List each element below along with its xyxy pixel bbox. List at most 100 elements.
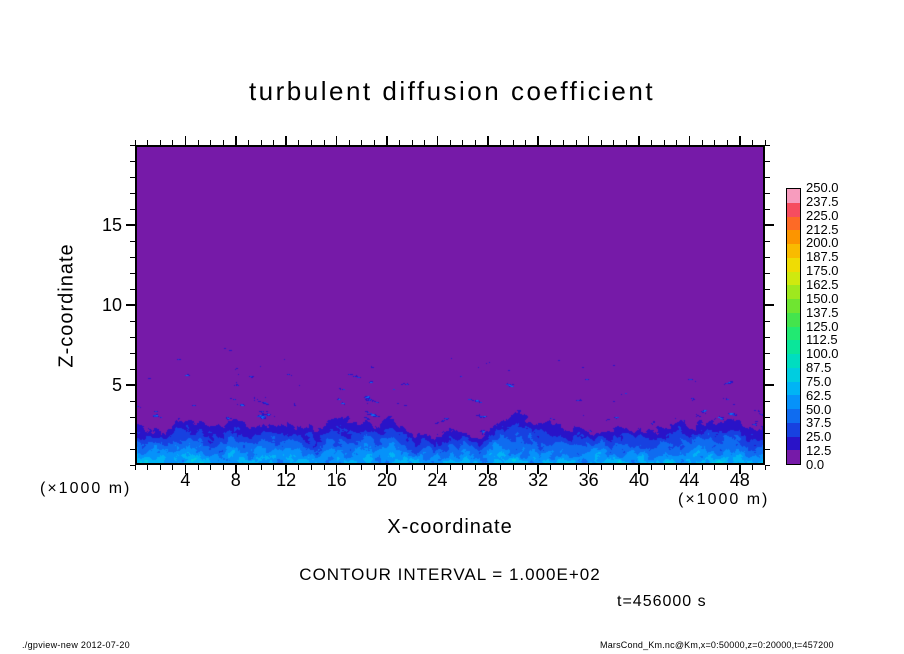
colorbar-cell xyxy=(787,189,800,203)
plot-area xyxy=(135,145,765,465)
heatmap-canvas xyxy=(137,147,763,463)
colorbar-level-label: 150.0 xyxy=(806,290,839,306)
x-axis-unit-right: (×1000 m) xyxy=(678,491,770,508)
contour-interval-note: CONTOUR INTERVAL = 1.000E+02 xyxy=(299,565,601,584)
axis-tick xyxy=(765,272,770,274)
axis-tick xyxy=(273,465,275,470)
footer-dataset: MarsCond_Km.nc@Km,x=0:50000,z=0:20000,t=… xyxy=(600,640,834,650)
x-tick-label: 40 xyxy=(628,470,650,490)
axis-tick xyxy=(512,465,514,470)
colorbar-level-label: 100.0 xyxy=(806,346,839,362)
axis-tick xyxy=(348,465,350,470)
axis-tick xyxy=(361,465,363,470)
x-tick-label: 28 xyxy=(477,470,498,490)
colorbar-cell xyxy=(787,299,800,313)
colorbar-cell xyxy=(787,340,800,354)
colorbar-level-label: 250.0 xyxy=(806,180,839,195)
axis-tick xyxy=(726,465,728,470)
y-axis-label-wrap: Z-coordinate xyxy=(46,145,88,465)
axis-tick xyxy=(765,304,774,306)
axis-tick xyxy=(765,144,770,146)
colorbar-level-label: 75.0 xyxy=(806,373,832,389)
axis-tick xyxy=(765,176,770,178)
axis-tick xyxy=(436,465,439,474)
axis-tick xyxy=(462,465,464,470)
axis-tick xyxy=(247,465,249,470)
axis-tick xyxy=(751,465,753,470)
colorbar-cell xyxy=(787,422,800,437)
colorbar-level-label: 50.0 xyxy=(806,401,832,417)
axis-tick xyxy=(172,465,174,470)
axis-tick xyxy=(765,416,770,418)
colorbar-cell xyxy=(787,216,800,231)
colorbar-level-label: 175.0 xyxy=(806,263,839,279)
colorbar-level-label: 162.5 xyxy=(806,276,839,292)
colorbar-level-label: 87.5 xyxy=(806,360,832,376)
axis-tick xyxy=(184,136,187,145)
colorbar-level-label: 200.0 xyxy=(806,235,839,251)
colorbar-cells xyxy=(787,189,800,464)
colorbar-cell xyxy=(787,367,800,382)
axis-tick xyxy=(701,465,703,470)
axis-tick xyxy=(714,465,716,470)
y-tick-label: 15 xyxy=(101,215,122,235)
axis-tick xyxy=(310,465,312,470)
axis-tick xyxy=(575,465,577,470)
colorbar-level-label: 62.5 xyxy=(806,387,832,403)
axis-tick xyxy=(335,136,338,145)
colorbar-cell xyxy=(787,285,800,299)
colorbar-cell xyxy=(787,409,800,423)
axis-tick xyxy=(399,465,401,470)
colorbar-cell xyxy=(787,436,800,451)
axis-tick xyxy=(159,465,161,470)
axis-tick xyxy=(765,208,770,210)
y-axis-label: Z-coordinate xyxy=(55,242,78,368)
axis-tick xyxy=(663,465,665,470)
colorbar-level-label: 137.5 xyxy=(806,304,839,320)
colorbar-level-label: 12.5 xyxy=(806,443,832,459)
axis-tick xyxy=(765,336,770,338)
colorbar-cell xyxy=(787,257,800,272)
axis-tick xyxy=(487,136,489,145)
axis-tick xyxy=(765,368,770,370)
axis-tick xyxy=(765,448,770,450)
axis-tick xyxy=(537,465,539,474)
x-tick-label: 12 xyxy=(276,470,297,490)
axis-tick xyxy=(739,465,741,474)
time-annotation: t=456000 s xyxy=(617,593,707,610)
x-tick-label: 36 xyxy=(578,470,599,490)
y-tick-label: 10 xyxy=(101,295,122,315)
colorbar-level-label: 237.5 xyxy=(806,193,839,209)
axis-tick xyxy=(765,288,770,290)
axis-tick xyxy=(765,352,770,354)
axis-tick xyxy=(688,465,691,474)
axis-tick xyxy=(487,465,489,474)
axis-tick xyxy=(449,465,451,470)
axis-tick xyxy=(765,432,770,434)
axis-tick xyxy=(126,304,135,306)
colorbar-cell xyxy=(787,395,800,409)
axis-tick xyxy=(765,384,774,386)
x-tick-label: 16 xyxy=(326,470,347,490)
axis-tick xyxy=(386,465,388,474)
x-tick-label: 48 xyxy=(729,470,750,490)
axis-tick xyxy=(765,240,770,242)
axis-tick xyxy=(562,465,564,470)
axis-tick xyxy=(184,465,187,474)
colorbar-cell xyxy=(787,450,800,464)
colorbar-level-label: 125.0 xyxy=(806,318,839,334)
axis-tick xyxy=(134,465,136,470)
axis-tick xyxy=(739,136,741,145)
colorbar-cell xyxy=(787,271,800,286)
axis-tick xyxy=(411,465,413,470)
colorbar-cell xyxy=(787,230,800,244)
colorbar-level-label: 37.5 xyxy=(806,415,832,431)
axis-tick xyxy=(764,465,766,470)
axis-tick xyxy=(625,465,627,470)
axis-tick xyxy=(765,464,770,466)
colorbar-level-label: 0.0 xyxy=(806,457,825,472)
axis-tick xyxy=(525,465,527,470)
axis-tick xyxy=(235,465,237,474)
axis-tick xyxy=(765,256,770,258)
